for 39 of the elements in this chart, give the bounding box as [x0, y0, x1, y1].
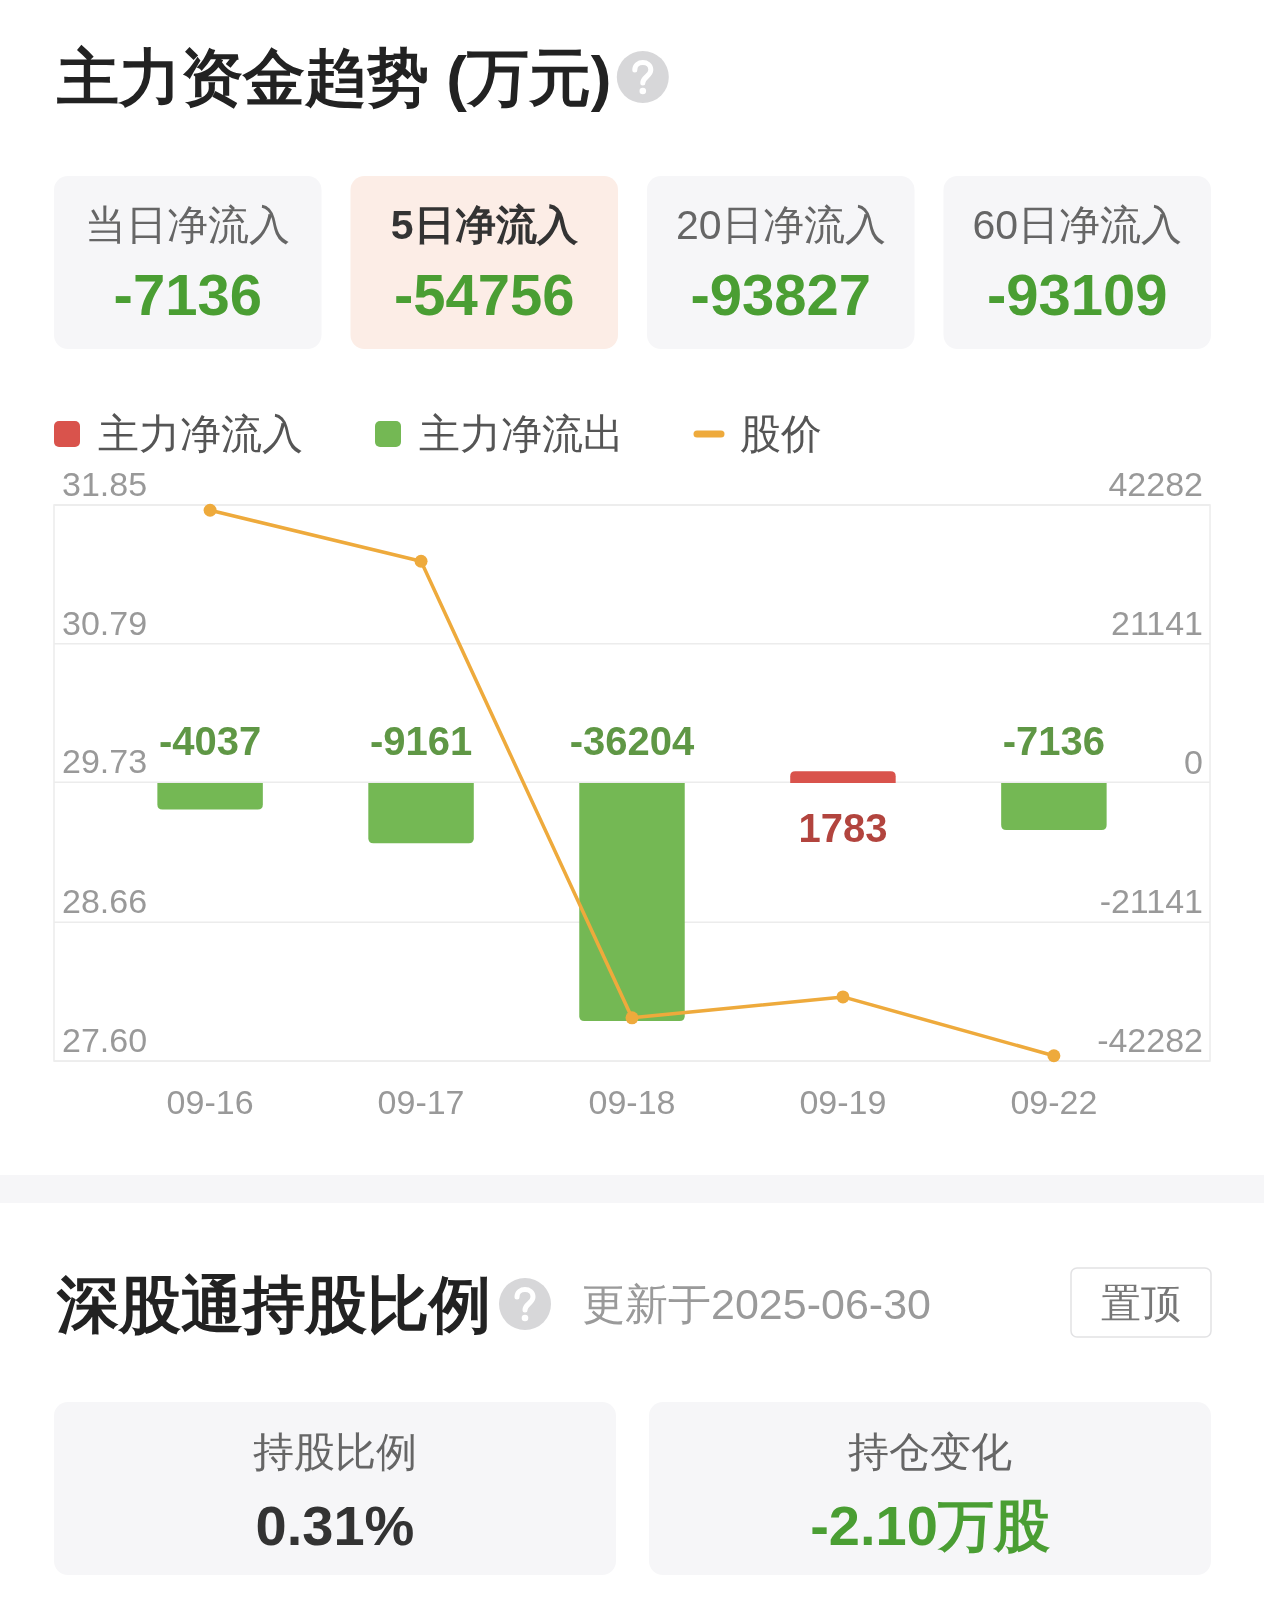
y2-tick-label: 42282 [1108, 465, 1203, 503]
text: 主力资金趋势 (万元) [56, 42, 612, 112]
y-tick-label: 31.85 [62, 465, 148, 503]
x-tick-label: 09-22 [1010, 1083, 1098, 1121]
y-tick-label: 28.66 [62, 882, 148, 921]
y-tick-label: 29.73 [62, 742, 148, 781]
data-label: -2.10万股 [810, 1493, 1050, 1557]
data-label: -9161 [369, 719, 473, 763]
x-tick-label: 09-18 [588, 1083, 676, 1121]
data-label: -93827 [690, 261, 872, 327]
text: 置顶 [1101, 1280, 1181, 1325]
legend-label: 主力净流入 [98, 411, 303, 457]
legend-label: 主力净流出 [419, 411, 624, 457]
y2-tick-label: -42282 [1097, 1021, 1203, 1059]
y2-tick-label: -21141 [1099, 882, 1203, 920]
data-label: -7136 [113, 261, 262, 327]
text: 更新于2025-06-30 [582, 1280, 931, 1328]
data-label: 1783 [798, 806, 888, 850]
data-label: -36204 [569, 719, 696, 763]
category-label: 持股比例 [253, 1429, 417, 1475]
category-label: 60日净流入 [972, 202, 1183, 248]
y-tick-label: 27.60 [62, 1021, 148, 1059]
y2-tick-label: 0 [1184, 743, 1203, 781]
category-label: 20日净流入 [675, 202, 886, 248]
data-label: -4037 [158, 719, 262, 763]
category-label: 5日净流入 [390, 202, 579, 248]
data-label: -54756 [393, 261, 575, 327]
text: 深股通持股比例 [56, 1269, 491, 1339]
data-label: -7136 [1002, 719, 1106, 763]
x-tick-label: 09-16 [166, 1083, 254, 1121]
data-label: -93109 [986, 261, 1168, 327]
legend-label: 股价 [740, 411, 822, 457]
y-tick-label: 30.79 [62, 603, 148, 642]
x-tick-label: 09-19 [799, 1083, 887, 1121]
category-label: 持仓变化 [848, 1429, 1012, 1475]
category-label: 当日净流入 [85, 202, 291, 248]
y2-tick-label: 21141 [1110, 604, 1203, 642]
data-label: 0.31% [255, 1493, 415, 1557]
x-tick-label: 09-17 [377, 1083, 465, 1121]
